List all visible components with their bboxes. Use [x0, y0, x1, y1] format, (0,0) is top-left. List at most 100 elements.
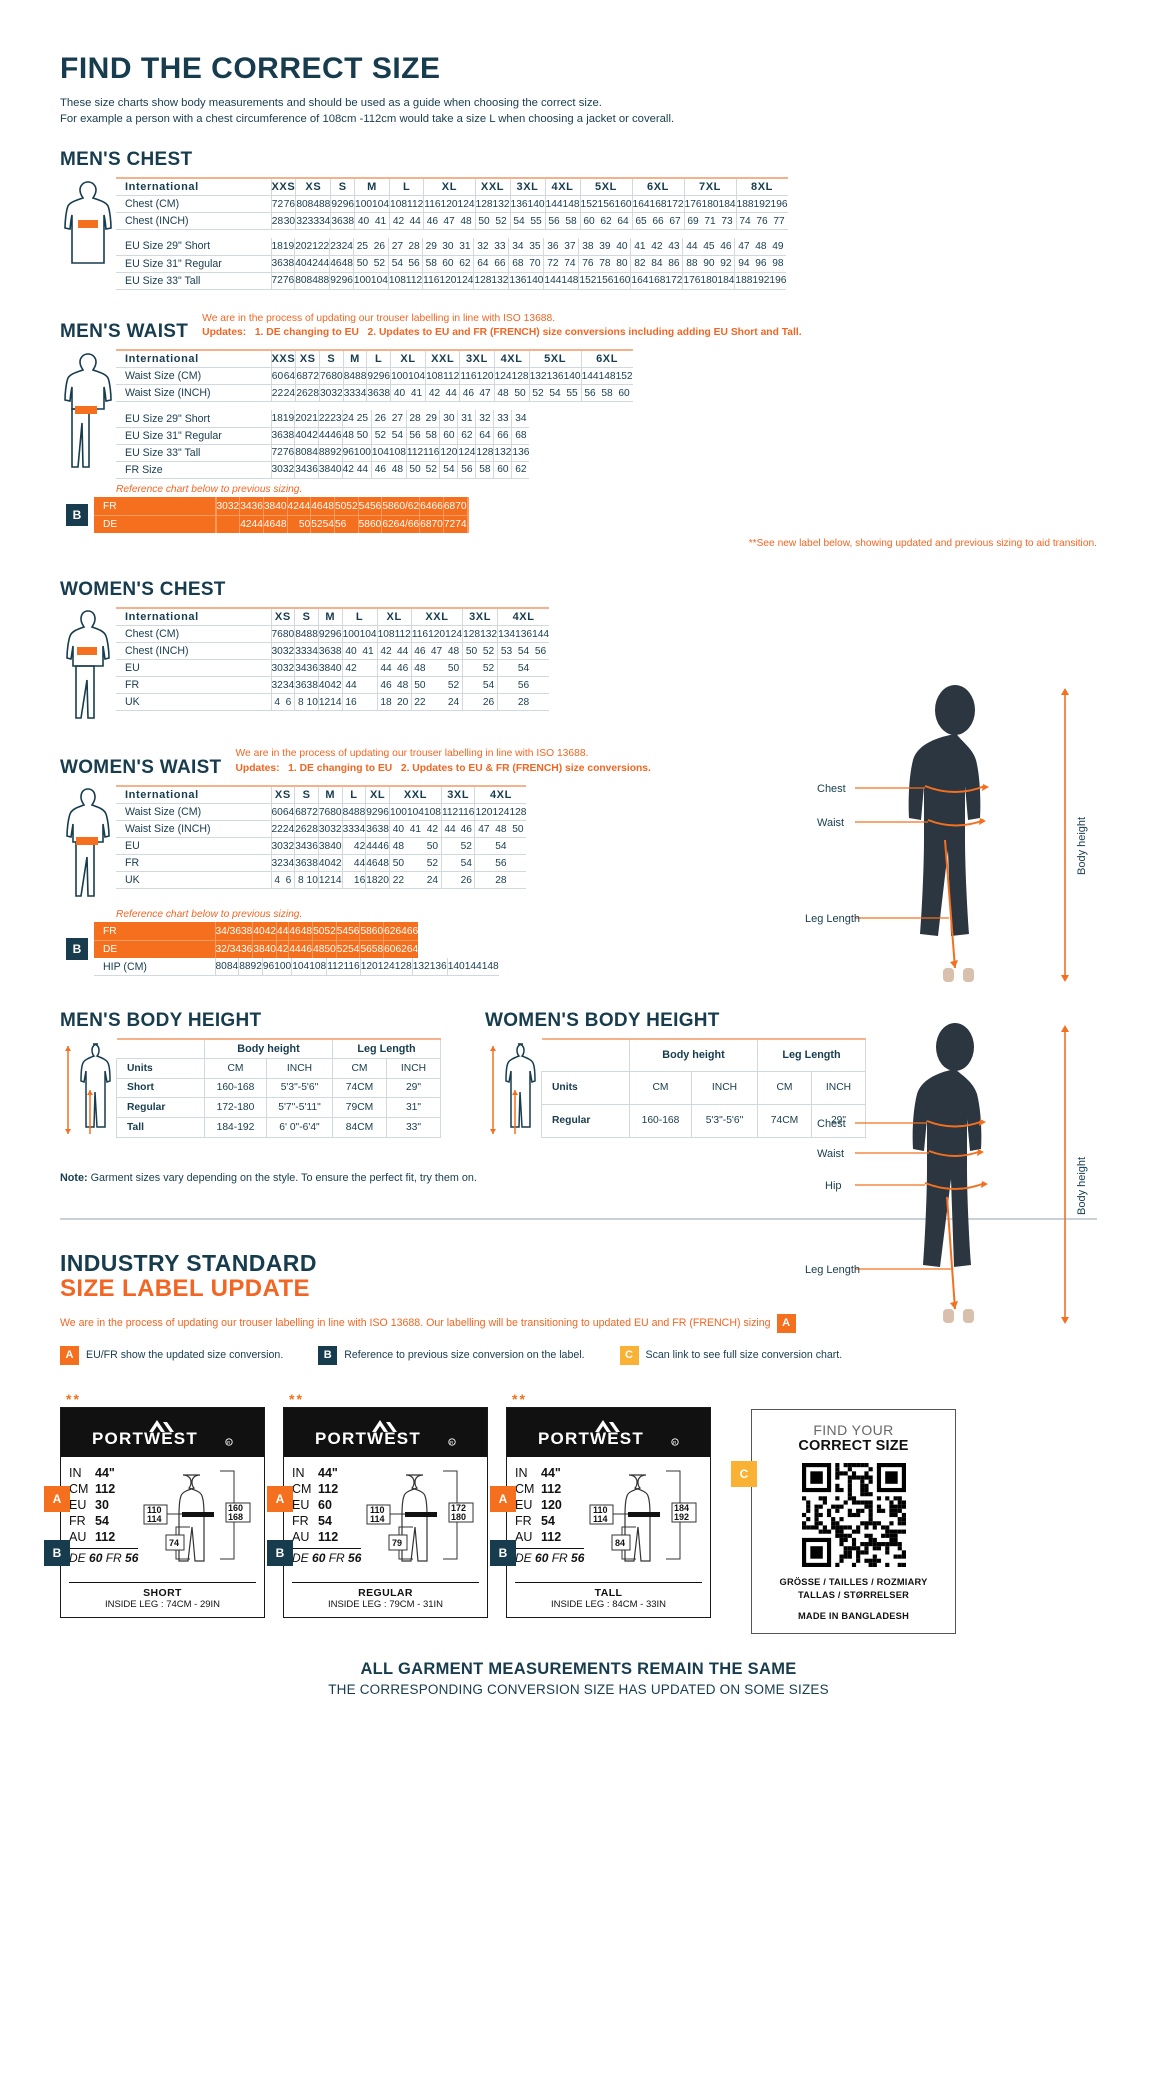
- womens-waist-update-a: 1. DE changing to EU: [288, 763, 393, 775]
- size-label-lead-text: We are in the process of updating our tr…: [60, 1317, 771, 1330]
- cell: 140: [563, 367, 582, 386]
- size-label-update-section: INDUSTRY STANDARD SIZE LABEL UPDATE We a…: [0, 1220, 1157, 1697]
- cell: 180: [700, 272, 718, 290]
- cell: 74: [455, 515, 468, 534]
- cell: 48: [377, 854, 390, 873]
- cell: 29: [422, 238, 440, 256]
- cell: 128: [394, 958, 413, 976]
- badge-a-lead: A: [776, 1313, 796, 1333]
- intro-text: These size charts show body measurements…: [60, 95, 1097, 127]
- cell: 30: [270, 659, 283, 678]
- cell: 80: [294, 272, 307, 290]
- label-inside-leg: INSIDE LEG : 74CM - 29IN: [104, 1598, 221, 1610]
- cell: [509, 871, 527, 890]
- cell: [341, 854, 354, 873]
- table-row: EU Size 33" Tall 72 76 80 84 88 92 96 100 104 108 1…: [116, 272, 787, 290]
- cell: 48: [492, 820, 510, 839]
- cell: 30: [283, 212, 296, 231]
- cell: 77: [770, 212, 788, 231]
- cell: 38: [282, 427, 295, 445]
- cell: 88: [306, 625, 319, 644]
- label-de-prefix: DE: [69, 1550, 90, 1565]
- cell: 70: [526, 255, 544, 273]
- cell: 40: [354, 212, 373, 231]
- cell: 60: [615, 384, 633, 403]
- cell: 41: [359, 642, 378, 661]
- cell: 112: [326, 958, 344, 976]
- size-column-5XL: 5XL: [528, 349, 582, 369]
- qr-code[interactable]: [801, 1462, 906, 1567]
- cell: 42: [239, 515, 252, 534]
- cell: [276, 922, 278, 941]
- section-body-heights: MEN'S BODY HEIGHT Body height Leg Length U…: [60, 1010, 1097, 1138]
- qr-card[interactable]: FIND YOUR CORRECT SIZE GRÖSSE / TAILLES / …: [751, 1408, 956, 1634]
- mens-chest-table: International XXS XS S M L XL XXL 3XL 4XL 5XL 6XL 7X…: [116, 177, 788, 231]
- card-stars: **: [66, 1390, 81, 1407]
- cell: 36: [330, 212, 343, 231]
- cell: [474, 871, 493, 890]
- badge-c-qr[interactable]: C: [731, 1460, 757, 1487]
- cell: 80: [282, 625, 295, 644]
- cell: 100: [341, 625, 360, 644]
- cell: 66: [493, 427, 512, 445]
- cell: 39: [596, 238, 614, 256]
- table-row: Units CM INCH CM INCH: [541, 1071, 866, 1105]
- cell: 60: [439, 255, 457, 273]
- cell: 96: [330, 625, 343, 644]
- cell: 46: [377, 837, 390, 856]
- table-row: Waist Size (CM) 60 64 68 72 76 80 84 88 92 96 100 10…: [116, 367, 633, 386]
- womens-hip-table: HIP (CM) 80 84 88 92 96 100 104 108 112 116 120 124 1…: [94, 958, 499, 976]
- cell: 64: [406, 940, 419, 959]
- female-model-label-waist: Waist: [817, 1148, 844, 1160]
- cell: [214, 497, 216, 516]
- diagram-height-1: 184: [674, 1503, 689, 1513]
- label-size-list: IN 44" CM 112 EU 120 FR 54 AU 112: [515, 1465, 584, 1545]
- label-size-list: IN 44" CM 112 EU 60 FR 54 AU 112: [292, 1465, 361, 1545]
- cell: 38: [306, 676, 319, 695]
- badge-a: A: [60, 1345, 79, 1365]
- size-column-XS: XS: [270, 607, 295, 627]
- cell: 26: [370, 410, 389, 428]
- label-size-key: IN: [69, 1465, 82, 1480]
- table-row: FR Size 30 32 34 36 38 40 42 44 46 48 50 52 54 56 58 60 6…: [116, 461, 530, 479]
- table-row: UK 4 6 8 10 12 14 16 18 20 22 24 26 28: [116, 693, 550, 712]
- cell: 88: [353, 803, 366, 822]
- row-label: DE: [94, 515, 215, 534]
- cell: 104: [370, 444, 389, 462]
- cell: 64/66: [393, 515, 420, 534]
- cell: 56: [405, 255, 423, 273]
- cell: 46: [330, 427, 343, 445]
- size-column-M: M: [317, 607, 343, 627]
- cell: 32: [270, 854, 283, 873]
- cell: 192: [752, 272, 770, 290]
- label-body: IN 44" CM 112 EU 120 FR 54 AU 112 DE 60 FR 56 110 11…: [507, 1457, 710, 1578]
- cell: 84: [306, 444, 319, 462]
- cell: 36: [306, 837, 319, 856]
- size-column-M: M: [354, 177, 390, 197]
- cell: 96: [752, 255, 770, 273]
- cell: 25: [352, 238, 371, 256]
- row-label: UK: [116, 871, 271, 890]
- diagram-waist-1: 110: [593, 1505, 608, 1515]
- size-column-6XL: 6XL: [631, 177, 685, 197]
- cell: 44: [251, 515, 264, 534]
- cell: 42: [389, 212, 408, 231]
- card-stars: **: [289, 1390, 304, 1407]
- bh-unit: INCH: [691, 1071, 758, 1105]
- label-size-row: AU 112: [515, 1529, 584, 1545]
- cell: 46: [717, 238, 735, 256]
- womens-waist-ref-caption: Reference chart below to previous sizing…: [116, 909, 303, 921]
- cell: 49: [769, 238, 787, 256]
- cell: 71: [701, 212, 719, 231]
- legend-key-B: B Reference to previous size conversion o…: [318, 1345, 585, 1365]
- size-column-8XL: 8XL: [735, 177, 788, 197]
- size-column-XL: XL: [365, 785, 390, 805]
- cell: 42: [425, 384, 444, 403]
- size-column-4XL: 4XL: [474, 785, 527, 805]
- label-footer: REGULAR INSIDE LEG : 79CM - 31IN: [292, 1581, 479, 1617]
- cell: 116: [458, 803, 475, 822]
- cell: 44: [365, 837, 378, 856]
- cell: 41: [408, 384, 426, 403]
- cell: 21: [306, 410, 319, 428]
